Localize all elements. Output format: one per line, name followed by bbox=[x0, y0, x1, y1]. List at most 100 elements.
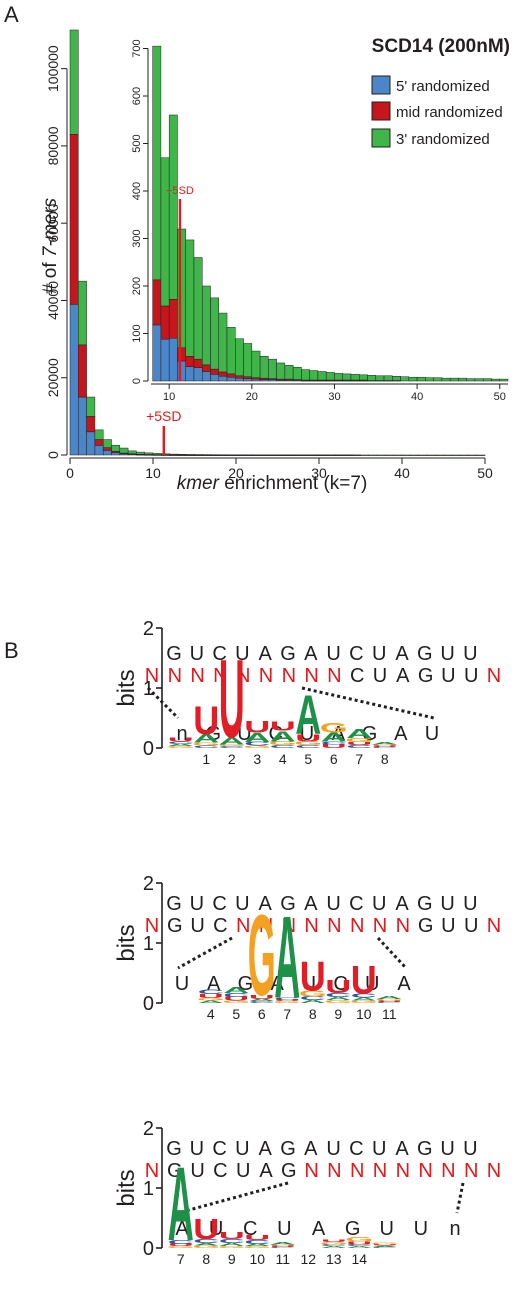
logo3-reference-base: U bbox=[190, 1138, 204, 1160]
main-y-tick-label: 100000 bbox=[45, 45, 61, 92]
logo2-y-tick-label: 1 bbox=[143, 933, 154, 955]
logo2-reference-base: G bbox=[417, 893, 433, 915]
logo3-logo-G-pos-1: G bbox=[167, 1246, 195, 1249]
main-bar-mid-2 bbox=[86, 416, 96, 433]
main-bar-3prime-34 bbox=[351, 454, 361, 456]
logo1-library-base: N bbox=[304, 665, 318, 687]
inset-bar-3prime-11 bbox=[243, 343, 253, 377]
logo2-consensus-base: C bbox=[333, 973, 347, 995]
logo3-connector-left bbox=[177, 1181, 289, 1215]
inset-bar-mid-6 bbox=[201, 364, 211, 372]
logo1-library-base: N bbox=[259, 665, 273, 687]
logo3-library-base: N bbox=[373, 1160, 387, 1182]
main-bar-3prime-44 bbox=[434, 454, 444, 456]
logo2-logo-A-pos-7: A bbox=[351, 997, 377, 1002]
main-bar-3prime-28 bbox=[302, 454, 311, 456]
main-bar-3prime-39 bbox=[393, 454, 403, 456]
inset-bar-3prime-6 bbox=[201, 285, 211, 366]
logo3-reference-base: U bbox=[463, 1138, 477, 1160]
logo1-library-base: N bbox=[168, 665, 182, 687]
main-bar-3prime-1 bbox=[78, 280, 87, 346]
logo2-reference-base: A bbox=[395, 893, 409, 915]
logo3-logo-C-pos-8: C bbox=[346, 1244, 372, 1247]
logo3-library-base: N bbox=[396, 1160, 410, 1182]
inset-bar-5prime-10 bbox=[235, 377, 244, 382]
logo1-logo-G-pos-7: G bbox=[320, 719, 348, 735]
main-bar-3prime-23 bbox=[260, 454, 270, 456]
main-bar-5prime-3 bbox=[94, 445, 104, 456]
main-bar-3prime-30 bbox=[318, 454, 328, 456]
logo2-logo-U-pos-8: U bbox=[376, 1000, 402, 1002]
logo2-library-base: N bbox=[350, 915, 364, 937]
logo1-x-tick-label: 4 bbox=[279, 751, 287, 767]
logo1-logo-U-pos-8: U bbox=[346, 741, 372, 746]
main-bar-3prime-19 bbox=[227, 454, 237, 456]
logo2-logo-A-pos-4: A bbox=[274, 894, 300, 1024]
logo1-x-tick-label: 1 bbox=[202, 751, 210, 767]
logo2-library-base: N bbox=[373, 915, 387, 937]
inset-x-tick-label: 30 bbox=[328, 391, 340, 403]
inset-bar-3prime-33 bbox=[425, 377, 434, 382]
inset-bar-3prime-12 bbox=[251, 350, 261, 378]
logo1-logo-C-pos-6: C bbox=[295, 744, 321, 749]
logo2-consensus-base: G bbox=[238, 973, 254, 995]
logo2-logo-U-pos-2: U bbox=[223, 996, 249, 1001]
logo2-logo-C-pos-5: C bbox=[300, 996, 326, 1001]
logo3-logo-G-pos-9: G bbox=[371, 1242, 399, 1245]
inset-bar-3prime-7 bbox=[210, 297, 220, 370]
logo3-library-base: G bbox=[167, 1160, 183, 1182]
logo1-reference-base: G bbox=[417, 643, 433, 665]
logo1-reference-base: A bbox=[395, 643, 409, 665]
logo3-x-tick-label: 14 bbox=[351, 1251, 367, 1267]
logo2-logo-C-pos-7: C bbox=[351, 993, 377, 999]
main-bar-3prime-45 bbox=[443, 454, 453, 456]
logo3-reference-base: A bbox=[395, 1138, 409, 1160]
inset-y-tick-label: 0 bbox=[131, 378, 143, 384]
logo3-logo-A-pos-5: A bbox=[270, 1242, 296, 1246]
logo3-y-tick-label: 0 bbox=[143, 1238, 154, 1260]
main-bar-3prime-12 bbox=[169, 453, 179, 456]
logo1-reference-base: C bbox=[212, 643, 226, 665]
inset-bar-3prime-20 bbox=[317, 371, 327, 381]
logo1-logo-A-pos-6: A bbox=[295, 683, 321, 746]
logo2-reference-base: U bbox=[190, 893, 204, 915]
logo1-reference-base: G bbox=[280, 643, 296, 665]
logo2-logo-C-pos-6: C bbox=[325, 992, 351, 998]
logo2-library-base: N bbox=[259, 915, 273, 937]
inset-bar-3prime-1 bbox=[160, 157, 170, 307]
logo3-logo-G-pos-4: G bbox=[243, 1246, 271, 1249]
logo2-consensus-base: A bbox=[270, 973, 284, 995]
logo1-library-base: U bbox=[464, 665, 478, 687]
logo1-consensus-base: n bbox=[176, 723, 187, 745]
logo2-logo-U-pos-5: U bbox=[300, 954, 326, 1000]
logo1-library-base: C bbox=[350, 665, 364, 687]
inset-bar-3prime-22 bbox=[334, 373, 343, 381]
logo2-logo-A-pos-5: A bbox=[300, 999, 326, 1004]
logo1-reference-base: A bbox=[304, 643, 318, 665]
main-bar-3prime-29 bbox=[310, 454, 320, 456]
logo2-reference-base: G bbox=[280, 893, 296, 915]
logo1-x-tick-label: 2 bbox=[228, 751, 236, 767]
logo1-consensus-base: G bbox=[362, 723, 378, 745]
logo3-logo-G-pos-5: G bbox=[269, 1244, 297, 1246]
logo1-logo-U-pos-2: U bbox=[193, 700, 219, 744]
logo3-logo-C-pos-5: C bbox=[270, 1247, 296, 1249]
main-x-tick-label: 40 bbox=[394, 465, 410, 481]
legend-swatch-5prime bbox=[371, 75, 391, 95]
logo2-x-tick-label: 8 bbox=[309, 1006, 317, 1022]
logo3-library-base: N bbox=[441, 1160, 455, 1182]
main-bar-3prime-47 bbox=[459, 454, 469, 456]
inset-x-tick-label: 10 bbox=[163, 391, 175, 403]
main-bar-3prime-5 bbox=[111, 445, 121, 452]
inset-bar-3prime-15 bbox=[276, 362, 286, 380]
logo2-logo-G-pos-2: G bbox=[222, 1000, 250, 1004]
logo1-logo-A-pos-3: A bbox=[219, 735, 245, 746]
logo3-consensus-base: n bbox=[449, 1218, 460, 1240]
main-bar-3prime-3 bbox=[94, 429, 104, 440]
logo2-logo-A-pos-3: A bbox=[249, 998, 275, 1002]
main-y-tick-label: 80000 bbox=[45, 126, 61, 165]
logo2-x-tick-label: 4 bbox=[207, 1006, 215, 1022]
main-x-tick-label: 10 bbox=[145, 465, 161, 481]
main-y-tick-label: 20000 bbox=[45, 358, 61, 397]
